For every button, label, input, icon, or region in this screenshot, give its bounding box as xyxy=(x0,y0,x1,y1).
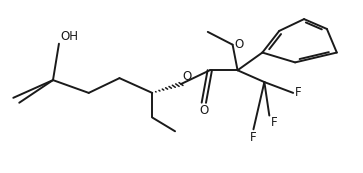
Text: O: O xyxy=(199,104,208,117)
Text: O: O xyxy=(183,70,192,83)
Text: F: F xyxy=(270,116,277,129)
Text: OH: OH xyxy=(61,30,79,43)
Text: F: F xyxy=(295,86,302,99)
Text: O: O xyxy=(234,38,244,51)
Text: F: F xyxy=(250,131,257,144)
